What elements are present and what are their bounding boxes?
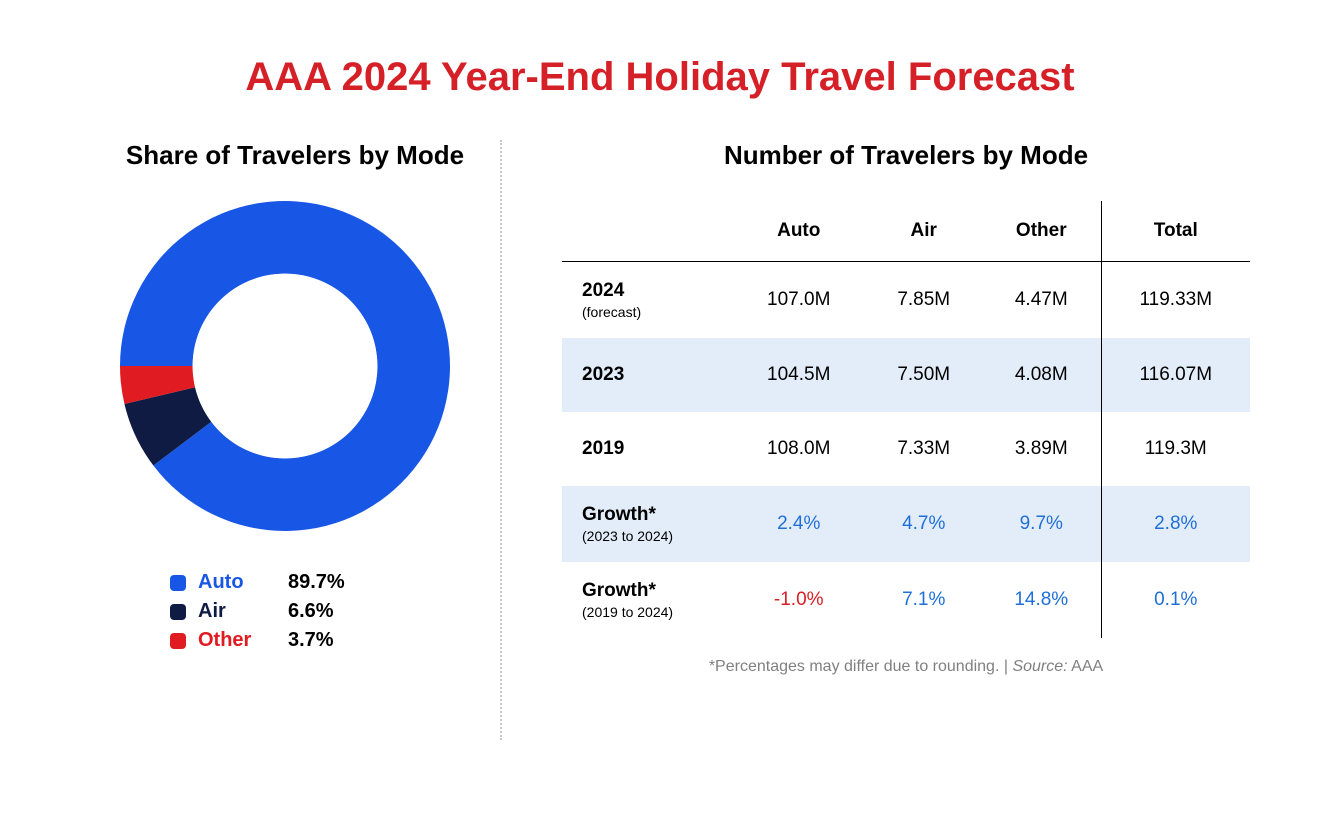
legend-swatch [170, 604, 186, 620]
main-title: AAA 2024 Year-End Holiday Travel Forecas… [0, 0, 1320, 140]
row-sublabel: (forecast) [582, 304, 722, 320]
donut-chart [120, 201, 450, 531]
table-cell: 119.3M [1101, 412, 1250, 486]
legend-value: 89.7% [288, 571, 345, 594]
legend-value: 6.6% [288, 600, 334, 623]
table-cell: 104.5M [732, 338, 865, 412]
table-cell: 7.33M [865, 412, 982, 486]
row-label: Growth*(2019 to 2024) [562, 562, 732, 638]
legend-label: Air [198, 600, 288, 623]
table-cell: 4.7% [865, 486, 982, 562]
legend-item-auto: Auto89.7% [170, 571, 400, 594]
row-sublabel: (2019 to 2024) [582, 604, 722, 620]
right-panel: Number of Travelers by Mode AutoAirOther… [502, 140, 1250, 740]
row-sublabel: (2023 to 2024) [582, 528, 722, 544]
footnote-source-value: AAA [1068, 658, 1104, 675]
content-row: Share of Travelers by Mode Auto89.7%Air6… [0, 140, 1320, 740]
footnote-source-label: Source: [1012, 658, 1067, 675]
table-header-air: Air [865, 201, 982, 261]
table-cell: 3.89M [982, 412, 1101, 486]
table-header-blank [562, 201, 732, 261]
table-row: Growth*(2023 to 2024)2.4%4.7%9.7%2.8% [562, 486, 1250, 562]
table-footnote: *Percentages may differ due to rounding.… [562, 658, 1250, 676]
table-row: 2023104.5M7.50M4.08M116.07M [562, 338, 1250, 412]
table-header-other: Other [982, 201, 1101, 261]
table-cell: 0.1% [1101, 562, 1250, 638]
table-cell: 108.0M [732, 412, 865, 486]
legend-swatch [170, 575, 186, 591]
table-cell: -1.0% [732, 562, 865, 638]
row-label: 2019 [562, 412, 732, 486]
table-header-total: Total [1101, 201, 1250, 261]
table-row: Growth*(2019 to 2024)-1.0%7.1%14.8%0.1% [562, 562, 1250, 638]
table-cell: 14.8% [982, 562, 1101, 638]
table-cell: 2.4% [732, 486, 865, 562]
table-row: 2024(forecast)107.0M7.85M4.47M119.33M [562, 261, 1250, 338]
table-row: 2019108.0M7.33M3.89M119.3M [562, 412, 1250, 486]
legend-value: 3.7% [288, 629, 334, 652]
table-cell: 9.7% [982, 486, 1101, 562]
legend-label: Other [198, 629, 288, 652]
legend-swatch [170, 633, 186, 649]
legend-label: Auto [198, 571, 288, 594]
table-cell: 107.0M [732, 261, 865, 338]
row-label: Growth*(2023 to 2024) [562, 486, 732, 562]
table-cell: 7.85M [865, 261, 982, 338]
table-cell: 2.8% [1101, 486, 1250, 562]
table-header-auto: Auto [732, 201, 865, 261]
legend-item-other: Other3.7% [170, 629, 400, 652]
table-cell: 4.47M [982, 261, 1101, 338]
table-cell: 116.07M [1101, 338, 1250, 412]
donut-legend: Auto89.7%Air6.6%Other3.7% [170, 571, 400, 652]
row-label: 2023 [562, 338, 732, 412]
table-cell: 7.1% [865, 562, 982, 638]
legend-item-air: Air6.6% [170, 600, 400, 623]
table-cell: 7.50M [865, 338, 982, 412]
table-cell: 119.33M [1101, 261, 1250, 338]
left-subtitle: Share of Travelers by Mode [70, 140, 500, 171]
travelers-table: AutoAirOtherTotal2024(forecast)107.0M7.8… [562, 201, 1250, 638]
left-panel: Share of Travelers by Mode Auto89.7%Air6… [70, 140, 500, 740]
row-label: 2024(forecast) [562, 261, 732, 338]
right-subtitle: Number of Travelers by Mode [562, 140, 1250, 171]
footnote-text: *Percentages may differ due to rounding.… [709, 658, 1013, 675]
table-cell: 4.08M [982, 338, 1101, 412]
